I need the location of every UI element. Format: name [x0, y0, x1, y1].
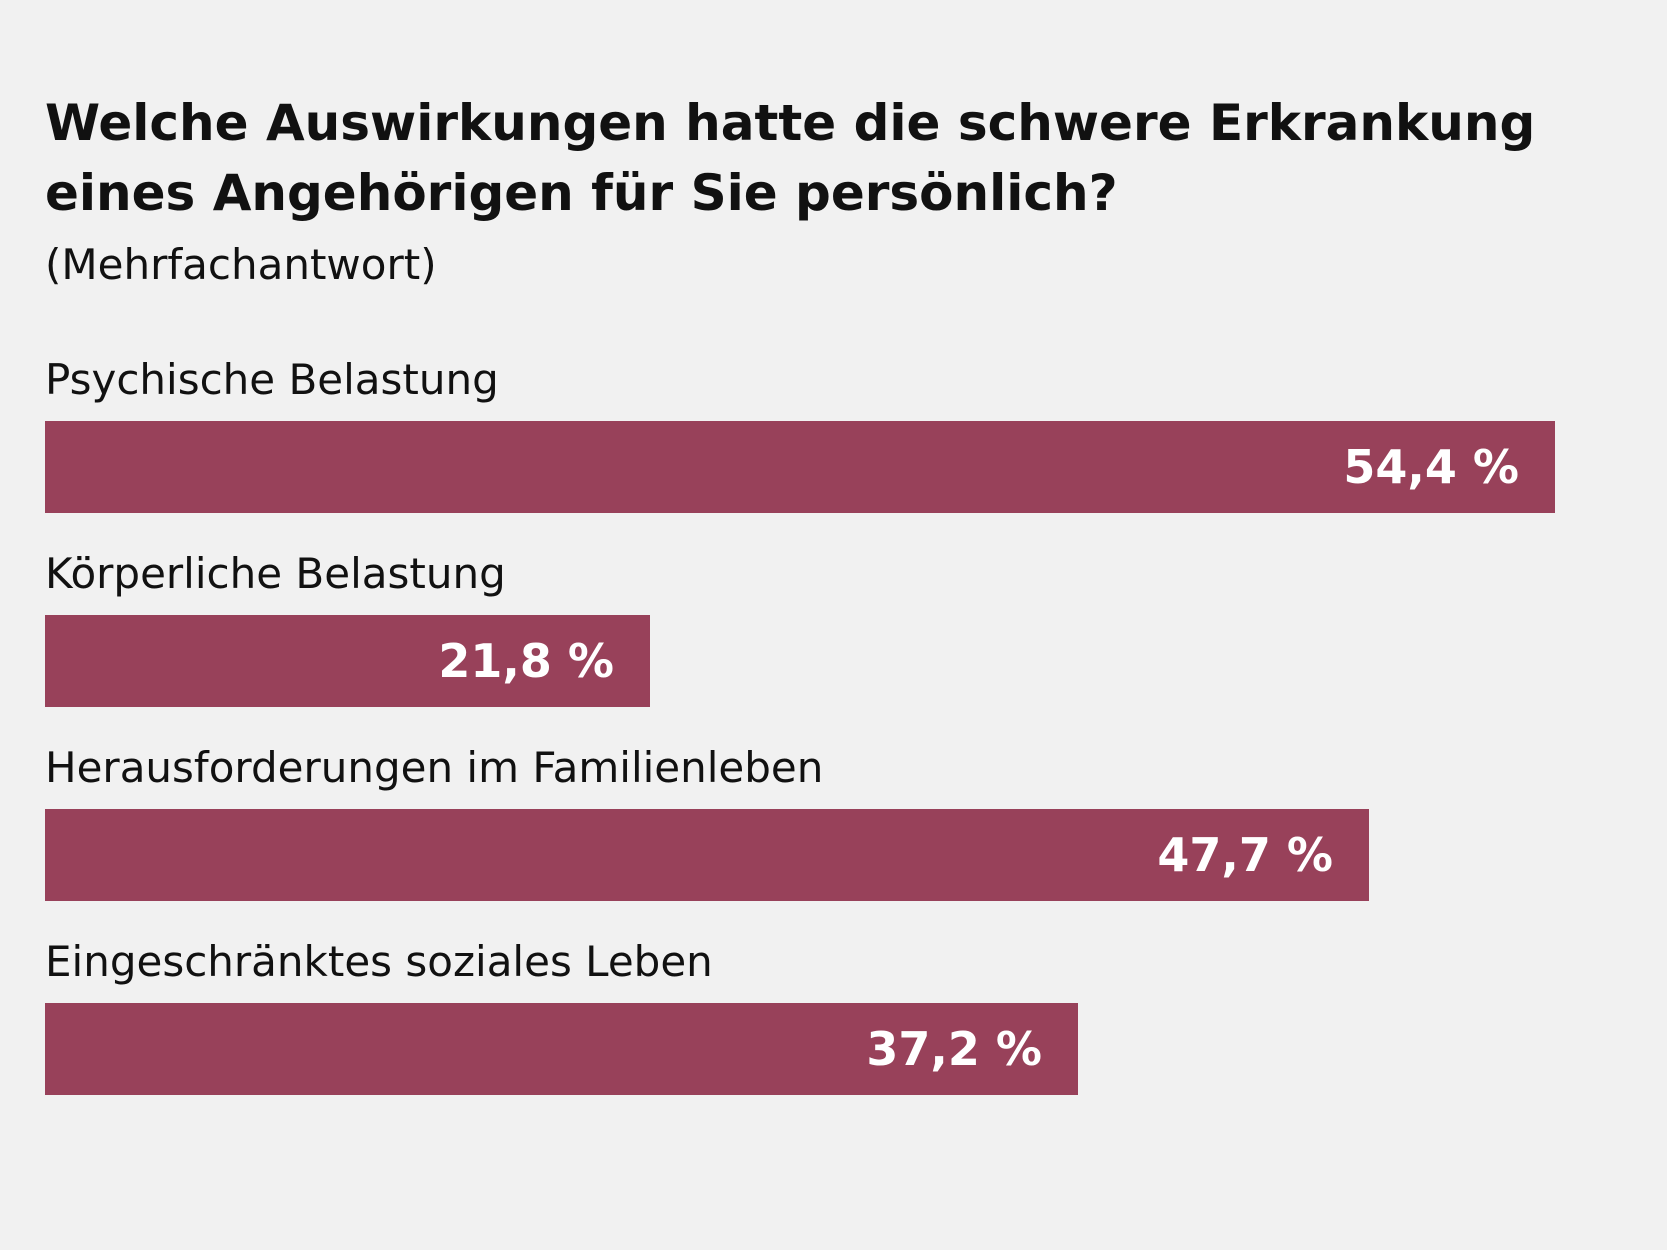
chart-title: Welche Auswirkungen hatte die schwere Er… [45, 94, 1536, 222]
category-label: Psychische Belastung [45, 355, 499, 404]
bar-value-label: 37,2 % [866, 1022, 1042, 1076]
bar: 47,7 % [45, 809, 1369, 901]
bar-value-label: 21,8 % [438, 634, 614, 688]
bar: 21,8 % [45, 615, 650, 707]
bar-row: Eingeschränktes soziales Leben 37,2 % [45, 934, 1645, 1124]
category-label: Herausforderungen im Familienleben [45, 743, 824, 792]
bar-value-label: 54,4 % [1343, 440, 1519, 494]
bar-row: Psychische Belastung 54,4 % [45, 352, 1645, 542]
bar-row: Körperliche Belastung 21,8 % [45, 546, 1645, 736]
bar-value-label: 47,7 % [1157, 828, 1333, 882]
chart-subtitle: (Mehrfachantwort) [45, 240, 437, 289]
category-label: Eingeschränktes soziales Leben [45, 937, 713, 986]
bar: 37,2 % [45, 1003, 1078, 1095]
bar: 54,4 % [45, 421, 1555, 513]
category-label: Körperliche Belastung [45, 549, 506, 598]
bar-row: Herausforderungen im Familienleben 47,7 % [45, 740, 1645, 930]
